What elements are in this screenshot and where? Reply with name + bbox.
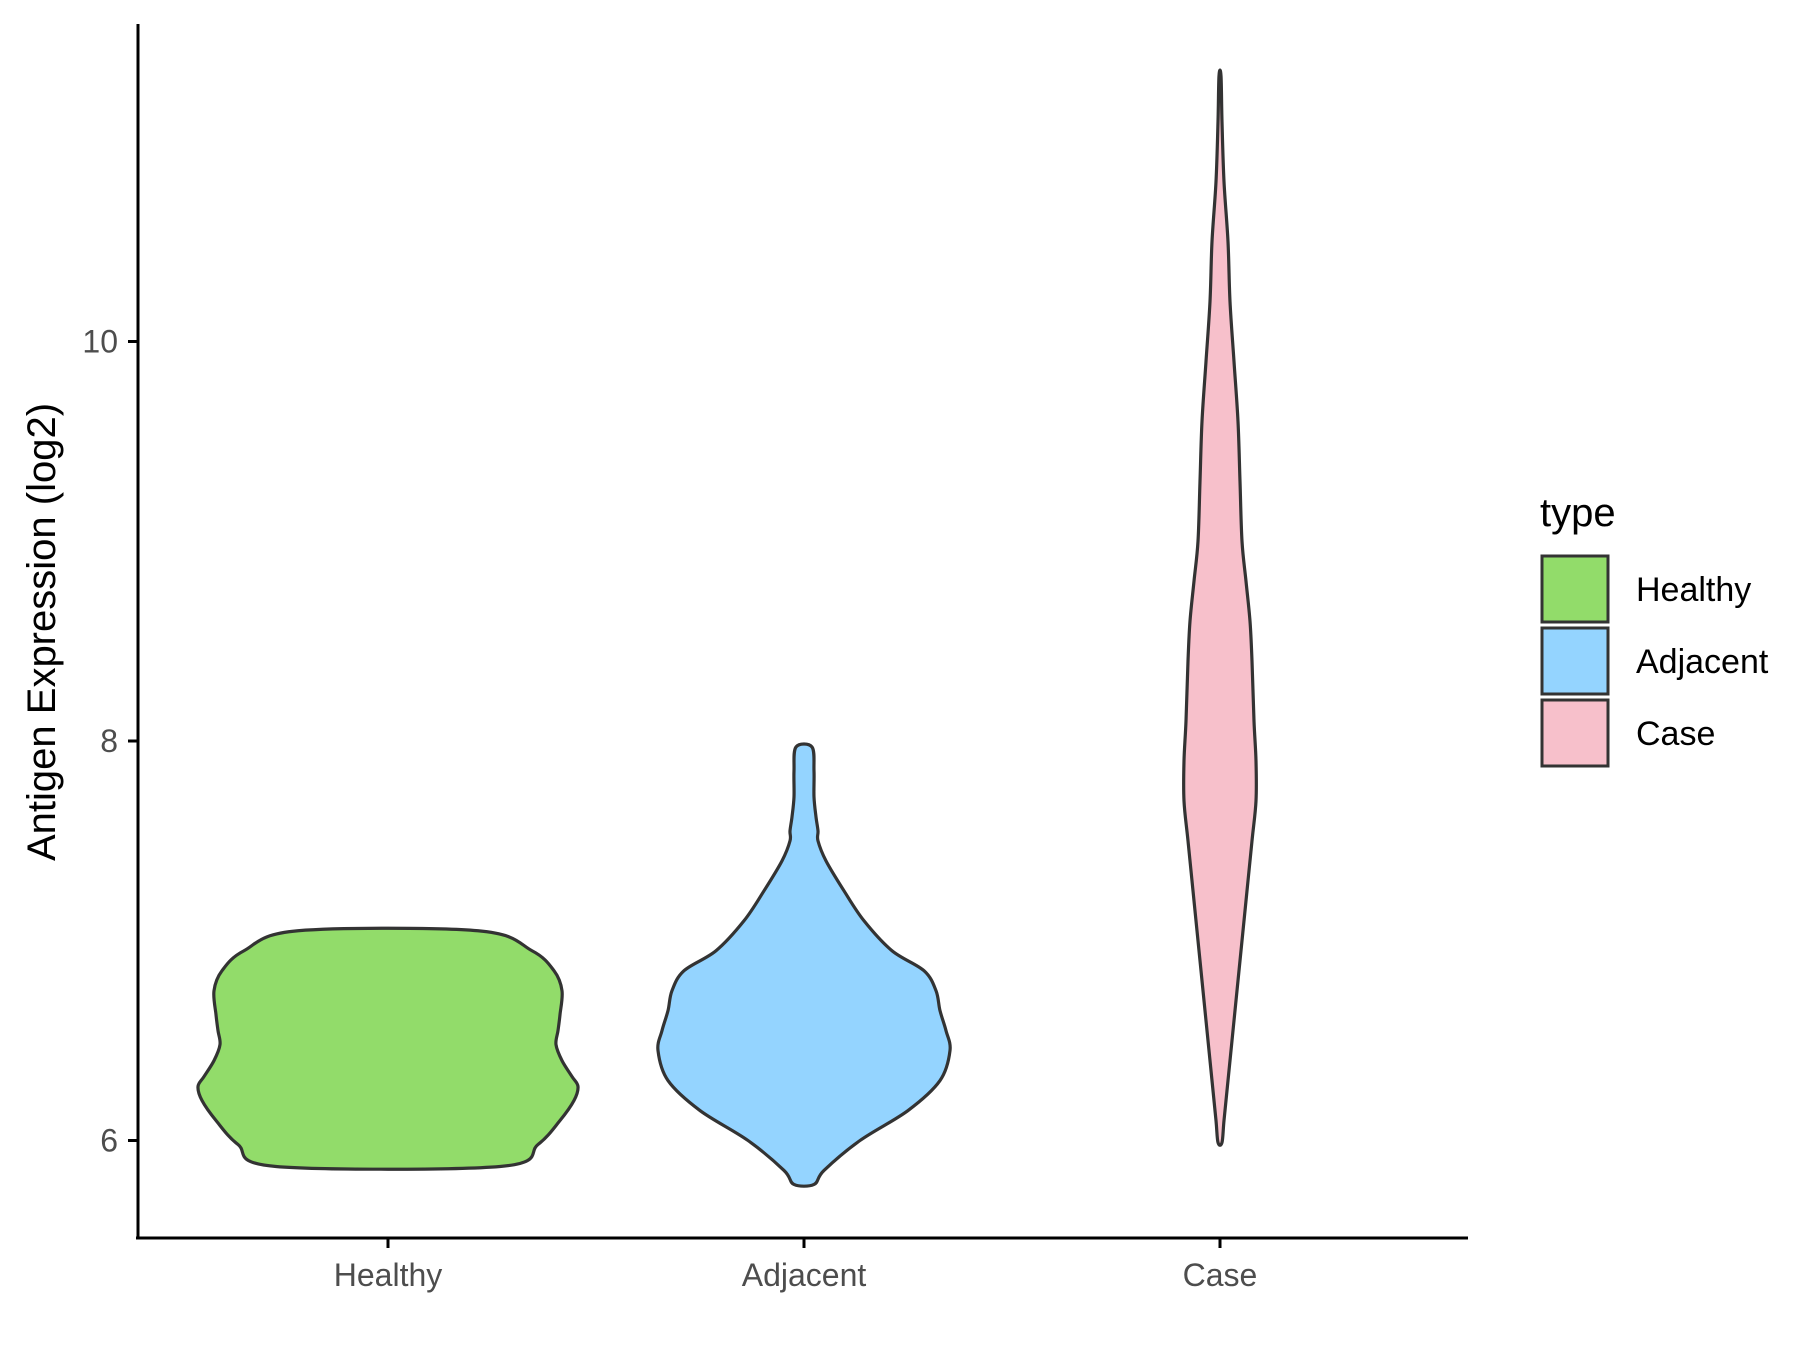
legend-label-case: Case [1636, 715, 1715, 753]
legend-swatch-adjacent [1540, 626, 1610, 696]
legend-label-healthy: Healthy [1636, 571, 1751, 609]
legend-swatch-case [1540, 698, 1610, 768]
violin-healthy [196, 926, 580, 1171]
legend: type Healthy Adjacent Case [1540, 491, 1769, 768]
legend-label-adjacent: Adjacent [1636, 643, 1769, 681]
x-tick-label-adjacent: Adjacent [742, 1257, 867, 1293]
y-axis-ticks: 6 8 10 [82, 324, 138, 1159]
violin-adjacent [656, 742, 952, 1188]
y-tick-label: 8 [100, 723, 118, 759]
x-tick-label-healthy: Healthy [334, 1257, 443, 1293]
y-tick-label: 10 [82, 324, 118, 360]
y-tick-label: 6 [100, 1123, 118, 1159]
legend-title: type [1540, 491, 1616, 535]
x-axis-ticks: Healthy Adjacent Case [334, 1238, 1258, 1293]
x-tick-label-case: Case [1183, 1257, 1258, 1293]
y-axis-title: Antigen Expression (log2) [20, 403, 64, 861]
violin-case [1182, 68, 1258, 1147]
violin-layer [196, 68, 1258, 1188]
legend-swatch-healthy [1540, 554, 1610, 624]
